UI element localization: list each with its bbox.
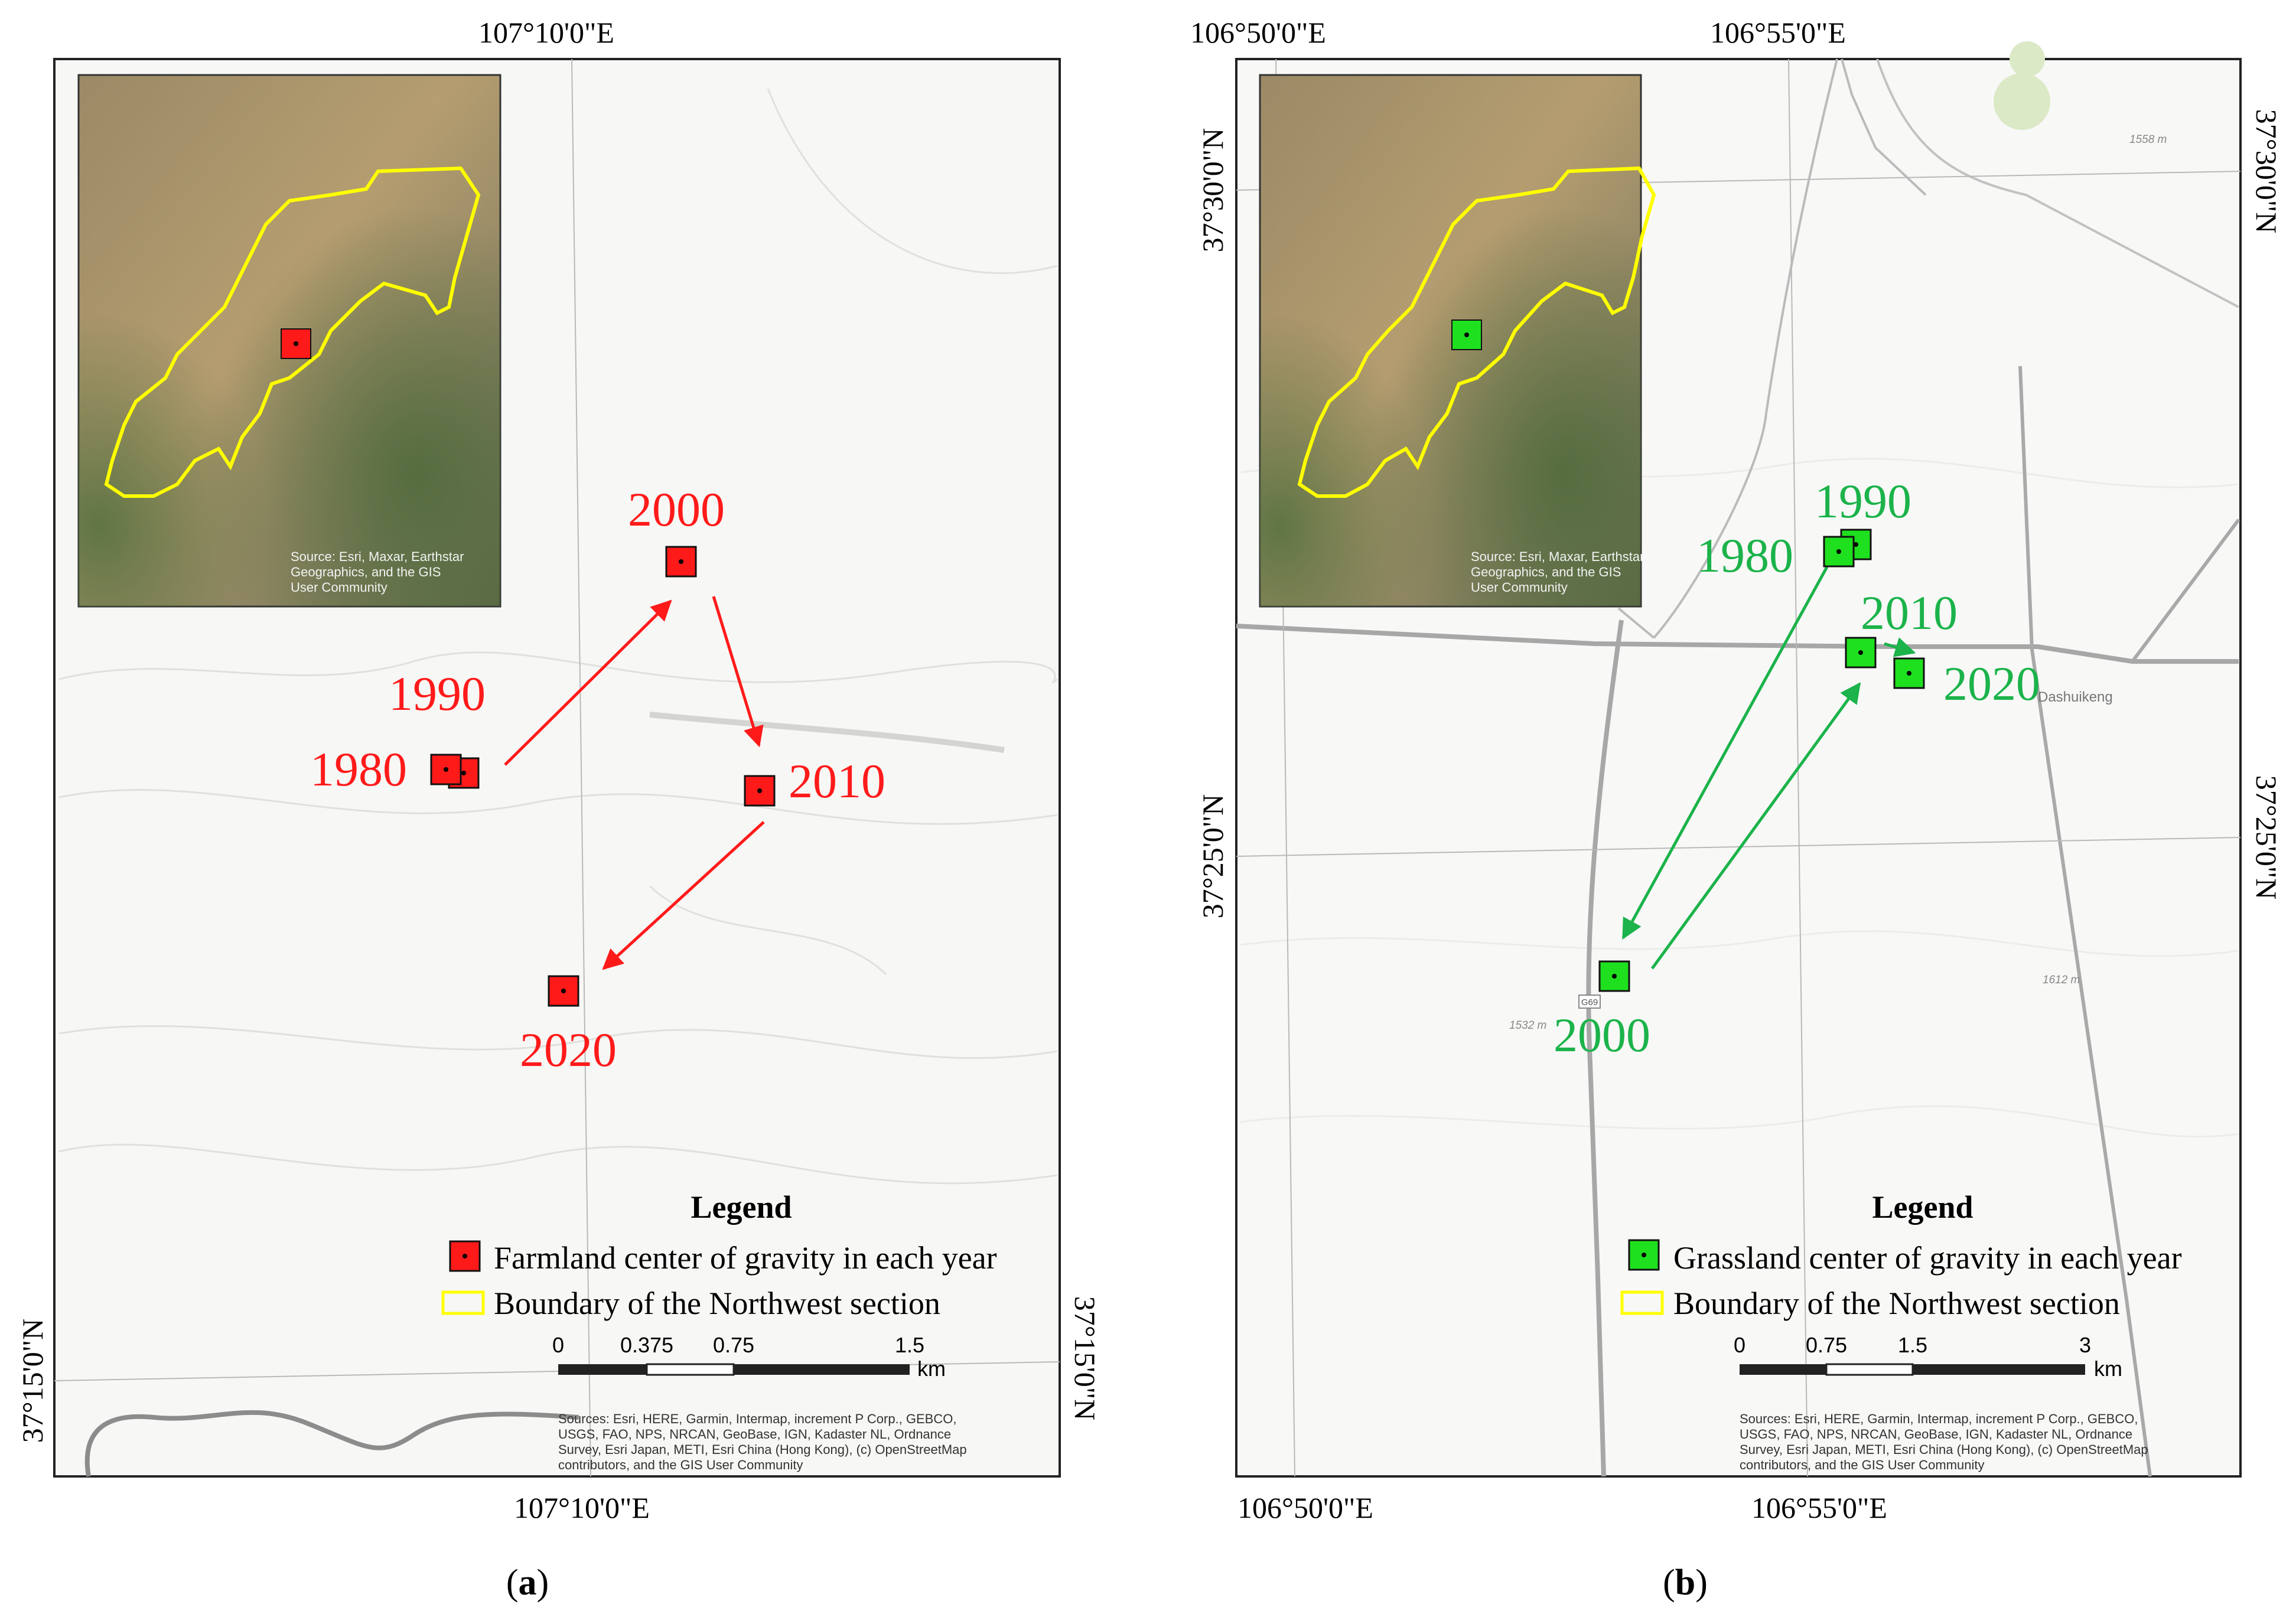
- panel-a: Source: Esri, Maxar, Earthstar Geographi…: [16, 16, 1102, 1603]
- legend-item-centroid-a: Farmland center of gravity in each year: [494, 1240, 997, 1276]
- arrow-2000-2010-b: [1650, 682, 1861, 970]
- river-a: [84, 1410, 579, 1477]
- svg-text:0.75: 0.75: [1806, 1333, 1847, 1357]
- coord-right-top-b: 37°30'0"N: [2250, 109, 2283, 234]
- legend-swatch-boundary-b: [1620, 1290, 1664, 1315]
- legend-b: Legend Grassland center of gravity in ea…: [1620, 1189, 2182, 1321]
- centroid-1980-b: [1823, 536, 1855, 568]
- arrow-2010-2020-a: [602, 821, 765, 970]
- centroid-2010-a: [744, 775, 776, 807]
- coord-left-a: 37°15'0"N: [16, 1319, 49, 1443]
- legend-title-b: Legend: [1872, 1189, 1973, 1225]
- legend-swatch-boundary-a: [441, 1290, 485, 1315]
- graticule-parallel-2-b: [1236, 837, 2241, 857]
- elev-label-1-b: 1558 m: [2129, 133, 2167, 146]
- inset-source-a: Source: Esri, Maxar, Earthstar Geographi…: [291, 549, 468, 595]
- svg-text:0.75: 0.75: [713, 1333, 754, 1357]
- year-label-2010-a: 2010: [789, 754, 885, 808]
- coord-bottom-a: 107°10'0"E: [514, 1491, 650, 1524]
- roads-b: [1236, 58, 2240, 1477]
- place-label-b: Dashuikeng: [2038, 689, 2113, 705]
- caption-a: (a): [506, 1563, 549, 1603]
- terrain-contours-a: [58, 88, 1058, 1185]
- svg-text:0.375: 0.375: [620, 1333, 673, 1357]
- centroid-2020-a: [548, 975, 579, 1007]
- arrow-1990-2000-b: [1621, 566, 1829, 940]
- legend-a: Legend Farmland center of gravity in eac…: [441, 1189, 997, 1321]
- scale-bar-b: 0 0.75 1.5 3 km: [1734, 1333, 2122, 1381]
- scale-bar-a: 0 0.375 0.75 1.5 km: [552, 1333, 946, 1381]
- coord-top-a: 107°10'0"E: [478, 16, 614, 49]
- legend-swatch-centroid-b: [1628, 1239, 1660, 1271]
- year-label-1990-b: 1990: [1815, 474, 1911, 528]
- svg-text:3: 3: [2079, 1333, 2091, 1357]
- boundary-polygon-b: [1297, 166, 1656, 498]
- centroid-2000-b: [1598, 960, 1630, 992]
- panel-b: G69 Dashuikeng 1558 m 1532 m 1612 m Sour…: [1190, 16, 2283, 1603]
- legend-item-centroid-b: Grassland center of gravity in each year: [1673, 1240, 2182, 1276]
- year-label-1990-a: 1990: [389, 667, 486, 720]
- green-field-b: [1994, 73, 2050, 130]
- sources-attribution-b: Sources: Esri, HERE, Garmin, Intermap, i…: [1740, 1411, 2152, 1472]
- legend-title-a: Legend: [691, 1189, 792, 1225]
- coord-right-a: 37°15'0"N: [1069, 1296, 1102, 1421]
- ridge-shadow-a: [649, 712, 1005, 753]
- centroid-2010-b: [1845, 637, 1877, 669]
- year-label-1980-a: 1980: [310, 742, 407, 796]
- arrow-2010-2020-b: [1884, 637, 1916, 657]
- svg-text:G69: G69: [1581, 997, 1598, 1007]
- coord-left-bottom-b: 37°25'0"N: [1196, 794, 1229, 919]
- svg-text:km: km: [2094, 1357, 2122, 1381]
- arrow-2000-2010-a: [712, 596, 764, 748]
- svg-text:0: 0: [1734, 1333, 1745, 1357]
- sources-attribution-a: Sources: Esri, HERE, Garmin, Intermap, i…: [558, 1411, 970, 1472]
- year-label-2000-a: 2000: [628, 482, 725, 536]
- centroid-1980-a: [430, 754, 462, 785]
- legend-item-boundary-a: Boundary of the Northwest section: [494, 1286, 940, 1321]
- elev-label-3-b: 1612 m: [2043, 974, 2080, 986]
- year-label-1980-b: 1980: [1696, 529, 1793, 582]
- year-label-2010-b: 2010: [1861, 586, 1958, 640]
- inset-map-a: Source: Esri, Maxar, Earthstar Geographi…: [77, 74, 501, 608]
- svg-text:0: 0: [552, 1333, 564, 1357]
- svg-text:km: km: [917, 1357, 946, 1381]
- year-label-2020-a: 2020: [520, 1023, 617, 1077]
- coord-bottom-left-b: 106°50'0"E: [1237, 1491, 1373, 1524]
- centroid-2020-b: [1893, 657, 1925, 689]
- svg-text:1.5: 1.5: [895, 1333, 924, 1357]
- arrow-1990-2000-a: [504, 599, 672, 766]
- caption-b: (b): [1663, 1563, 1708, 1603]
- coord-top-left-b: 106°50'0"E: [1190, 16, 1326, 49]
- centroid-2000-a: [665, 546, 697, 578]
- year-label-2020-b: 2020: [1943, 657, 2040, 710]
- inset-source-b: Source: Esri, Maxar, Earthstar Geographi…: [1471, 549, 1648, 595]
- coord-top-right-b: 106°55'0"E: [1710, 16, 1846, 49]
- year-label-2000-b: 2000: [1554, 1008, 1650, 1062]
- road-shield-b: [1578, 995, 1601, 1009]
- elev-label-2-b: 1532 m: [1509, 1019, 1546, 1032]
- boundary-polygon-a: [104, 166, 481, 498]
- coord-bottom-right-b: 106°55'0"E: [1751, 1491, 1887, 1524]
- legend-item-boundary-b: Boundary of the Northwest section: [1673, 1286, 2120, 1321]
- coord-right-bottom-b: 37°25'0"N: [2250, 775, 2283, 900]
- svg-text:1.5: 1.5: [1898, 1333, 1927, 1357]
- coord-left-top-b: 37°30'0"N: [1196, 128, 1229, 253]
- graticule-meridian-a: [571, 58, 591, 1477]
- inset-map-b: Source: Esri, Maxar, Earthstar Geographi…: [1259, 74, 1656, 608]
